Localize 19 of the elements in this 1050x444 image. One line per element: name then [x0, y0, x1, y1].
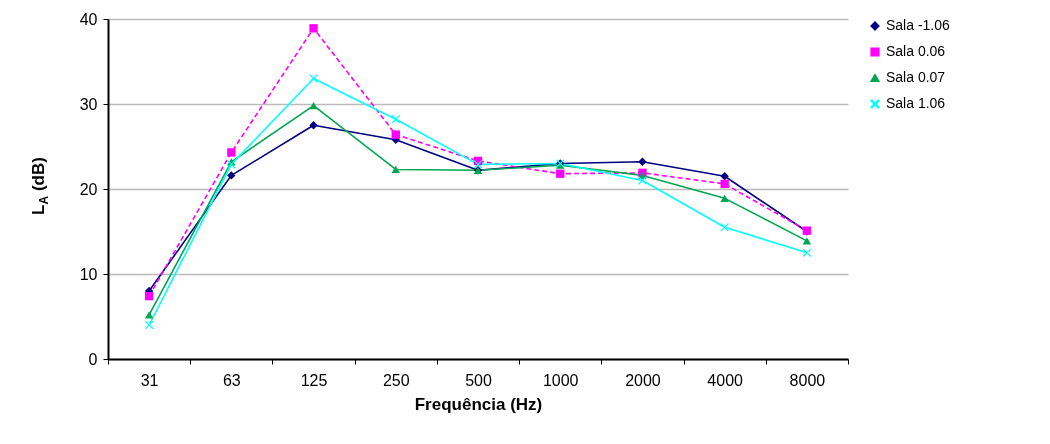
- y-tick-label: 10: [79, 265, 98, 283]
- x-tick-label: 63: [222, 371, 241, 389]
- x-tick-label: 250: [382, 371, 410, 389]
- x-tick-label: 4000: [707, 371, 744, 389]
- x-tick-label: 125: [300, 371, 328, 389]
- legend-label: Sala 0.07: [886, 69, 946, 85]
- y-tick-label: 0: [88, 350, 98, 368]
- legend-label: Sala 0.06: [886, 43, 946, 59]
- x-tick-label: 8000: [789, 371, 826, 389]
- legend-label: Sala -1.06: [886, 17, 951, 33]
- x-tick-label: 500: [465, 371, 492, 389]
- x-axis-title: Frequência (Hz): [414, 394, 543, 414]
- x-tick-label: 1000: [542, 371, 579, 389]
- y-tick-label: 40: [79, 10, 98, 28]
- y-tick-label: 30: [79, 95, 98, 113]
- legend-label: Sala 1.06: [886, 95, 946, 111]
- y-tick-label: 20: [79, 180, 98, 198]
- x-tick-label: 31: [140, 371, 159, 389]
- x-tick-label: 2000: [625, 371, 661, 389]
